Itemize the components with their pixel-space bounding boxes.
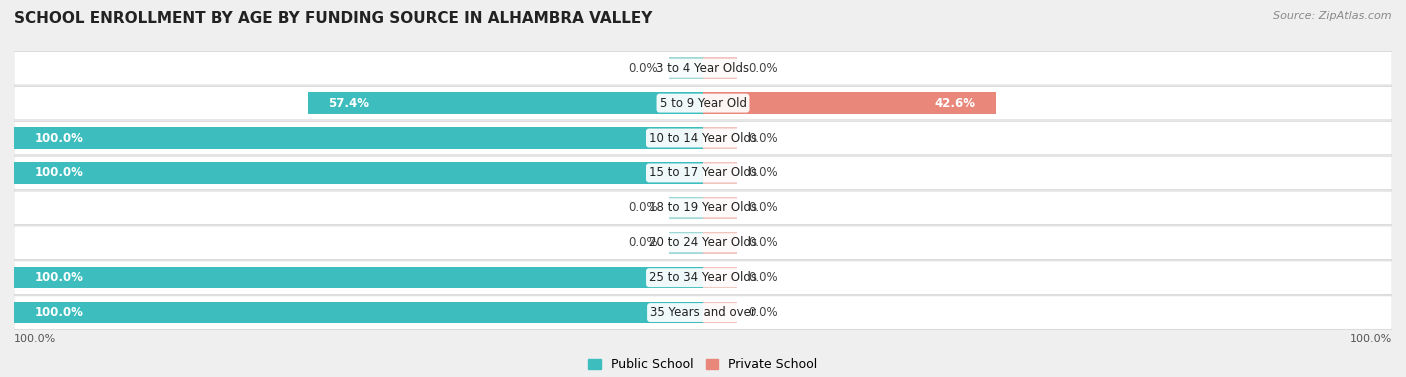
Text: 100.0%: 100.0% bbox=[35, 166, 83, 179]
Text: 0.0%: 0.0% bbox=[628, 201, 658, 215]
Text: 0.0%: 0.0% bbox=[748, 271, 778, 284]
Bar bbox=[669, 197, 703, 219]
Text: 57.4%: 57.4% bbox=[328, 97, 370, 110]
Legend: Public School, Private School: Public School, Private School bbox=[583, 353, 823, 376]
Text: 5 to 9 Year Old: 5 to 9 Year Old bbox=[659, 97, 747, 110]
Text: 18 to 19 Year Olds: 18 to 19 Year Olds bbox=[650, 201, 756, 215]
Text: 100.0%: 100.0% bbox=[35, 132, 83, 144]
FancyBboxPatch shape bbox=[14, 261, 1392, 294]
Text: 35 Years and over: 35 Years and over bbox=[650, 306, 756, 319]
FancyBboxPatch shape bbox=[14, 156, 1392, 190]
Text: 0.0%: 0.0% bbox=[748, 132, 778, 144]
Bar bbox=[703, 302, 738, 323]
Bar bbox=[703, 232, 738, 254]
FancyBboxPatch shape bbox=[14, 51, 1392, 85]
Text: 0.0%: 0.0% bbox=[628, 62, 658, 75]
Text: 100.0%: 100.0% bbox=[14, 334, 56, 344]
FancyBboxPatch shape bbox=[14, 191, 1392, 225]
Bar bbox=[14, 162, 703, 184]
Text: 100.0%: 100.0% bbox=[1350, 334, 1392, 344]
Bar bbox=[308, 92, 703, 114]
Bar bbox=[703, 267, 738, 288]
Text: Source: ZipAtlas.com: Source: ZipAtlas.com bbox=[1274, 11, 1392, 21]
Text: 15 to 17 Year Olds: 15 to 17 Year Olds bbox=[650, 166, 756, 179]
Text: SCHOOL ENROLLMENT BY AGE BY FUNDING SOURCE IN ALHAMBRA VALLEY: SCHOOL ENROLLMENT BY AGE BY FUNDING SOUR… bbox=[14, 11, 652, 26]
Text: 0.0%: 0.0% bbox=[748, 306, 778, 319]
Text: 0.0%: 0.0% bbox=[748, 62, 778, 75]
Text: 20 to 24 Year Olds: 20 to 24 Year Olds bbox=[650, 236, 756, 249]
Bar bbox=[703, 92, 997, 114]
Text: 0.0%: 0.0% bbox=[748, 201, 778, 215]
Bar bbox=[703, 162, 738, 184]
Bar bbox=[14, 267, 703, 288]
Text: 0.0%: 0.0% bbox=[628, 236, 658, 249]
FancyBboxPatch shape bbox=[14, 226, 1392, 259]
Bar bbox=[14, 127, 703, 149]
Text: 42.6%: 42.6% bbox=[935, 97, 976, 110]
Text: 25 to 34 Year Olds: 25 to 34 Year Olds bbox=[650, 271, 756, 284]
Text: 0.0%: 0.0% bbox=[748, 236, 778, 249]
Text: 3 to 4 Year Olds: 3 to 4 Year Olds bbox=[657, 62, 749, 75]
Bar bbox=[14, 302, 703, 323]
FancyBboxPatch shape bbox=[14, 121, 1392, 155]
Text: 10 to 14 Year Olds: 10 to 14 Year Olds bbox=[650, 132, 756, 144]
FancyBboxPatch shape bbox=[14, 86, 1392, 120]
Bar bbox=[703, 127, 738, 149]
FancyBboxPatch shape bbox=[14, 296, 1392, 329]
Bar bbox=[703, 57, 738, 79]
Text: 100.0%: 100.0% bbox=[35, 306, 83, 319]
Bar bbox=[703, 197, 738, 219]
Bar bbox=[669, 57, 703, 79]
Bar bbox=[669, 232, 703, 254]
Text: 0.0%: 0.0% bbox=[748, 166, 778, 179]
Text: 100.0%: 100.0% bbox=[35, 271, 83, 284]
